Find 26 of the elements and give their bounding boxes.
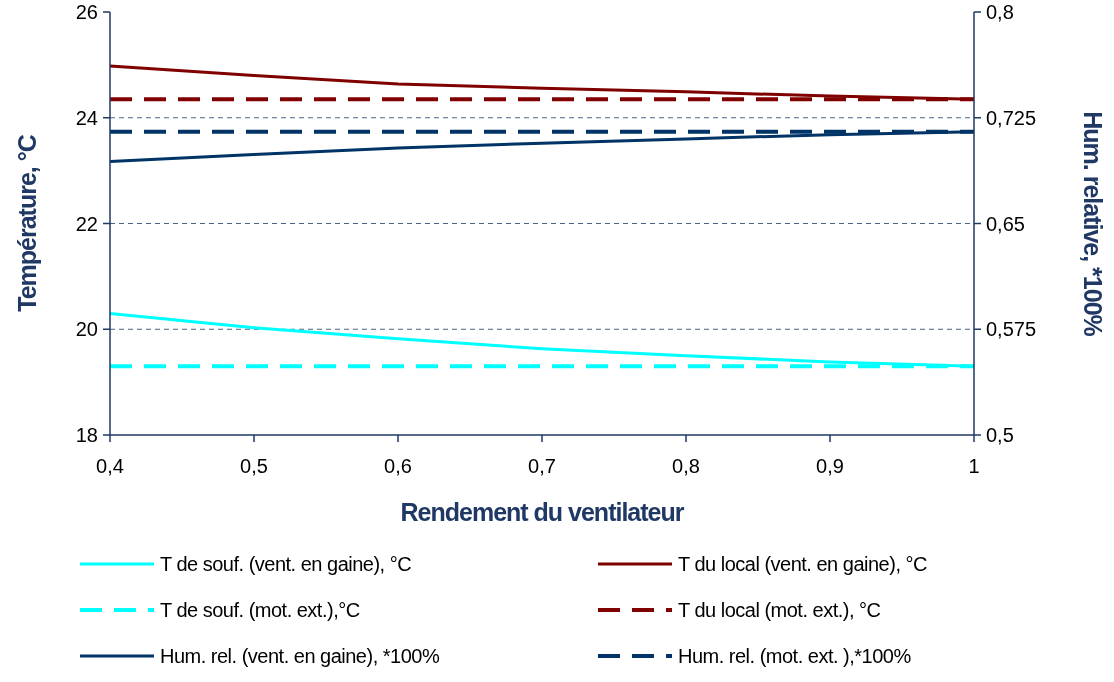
y2-tick-label: 0,8 [986, 1, 1014, 23]
y2-tick-label: 0,65 [986, 212, 1025, 235]
y2-axis-title: Hum. relative, *100% [1079, 111, 1107, 337]
x-tick-label: 0,7 [528, 455, 556, 477]
y-tick-label: 20 [75, 318, 98, 341]
legend-label: Hum. rel. (mot. ext. ),*100% [678, 645, 912, 667]
y-tick-label: 22 [75, 212, 98, 235]
legend-label: Hum. rel. (vent. en gaine), *100% [160, 645, 440, 667]
y2-tick-label: 0,575 [986, 318, 1037, 341]
x-tick-label: 0,8 [672, 455, 700, 477]
y-axis-title: Température, °C [13, 134, 41, 312]
x-axis-title: Rendement du ventilateur [400, 498, 685, 526]
x-tick-label: 0,9 [816, 455, 844, 477]
x-tick-label: 0,6 [384, 455, 412, 477]
legend-label: T de souf. (mot. ext.),°C [160, 599, 360, 621]
y2-tick-label: 0,5 [986, 424, 1014, 446]
legend-label: T du local (vent. en gaine), °C [678, 553, 927, 575]
x-tick-label: 1 [968, 455, 980, 477]
legend-label: T du local (mot. ext.), °C [678, 599, 881, 621]
y-tick-label: 18 [75, 424, 98, 446]
x-tick-label: 0,4 [96, 455, 124, 477]
legend-label: T de souf. (vent. en gaine), °C [160, 553, 412, 575]
y-tick-label: 26 [75, 1, 98, 23]
y-tick-label: 24 [75, 106, 98, 129]
y2-tick-label: 0,725 [986, 106, 1037, 129]
x-tick-label: 0,5 [240, 455, 268, 477]
